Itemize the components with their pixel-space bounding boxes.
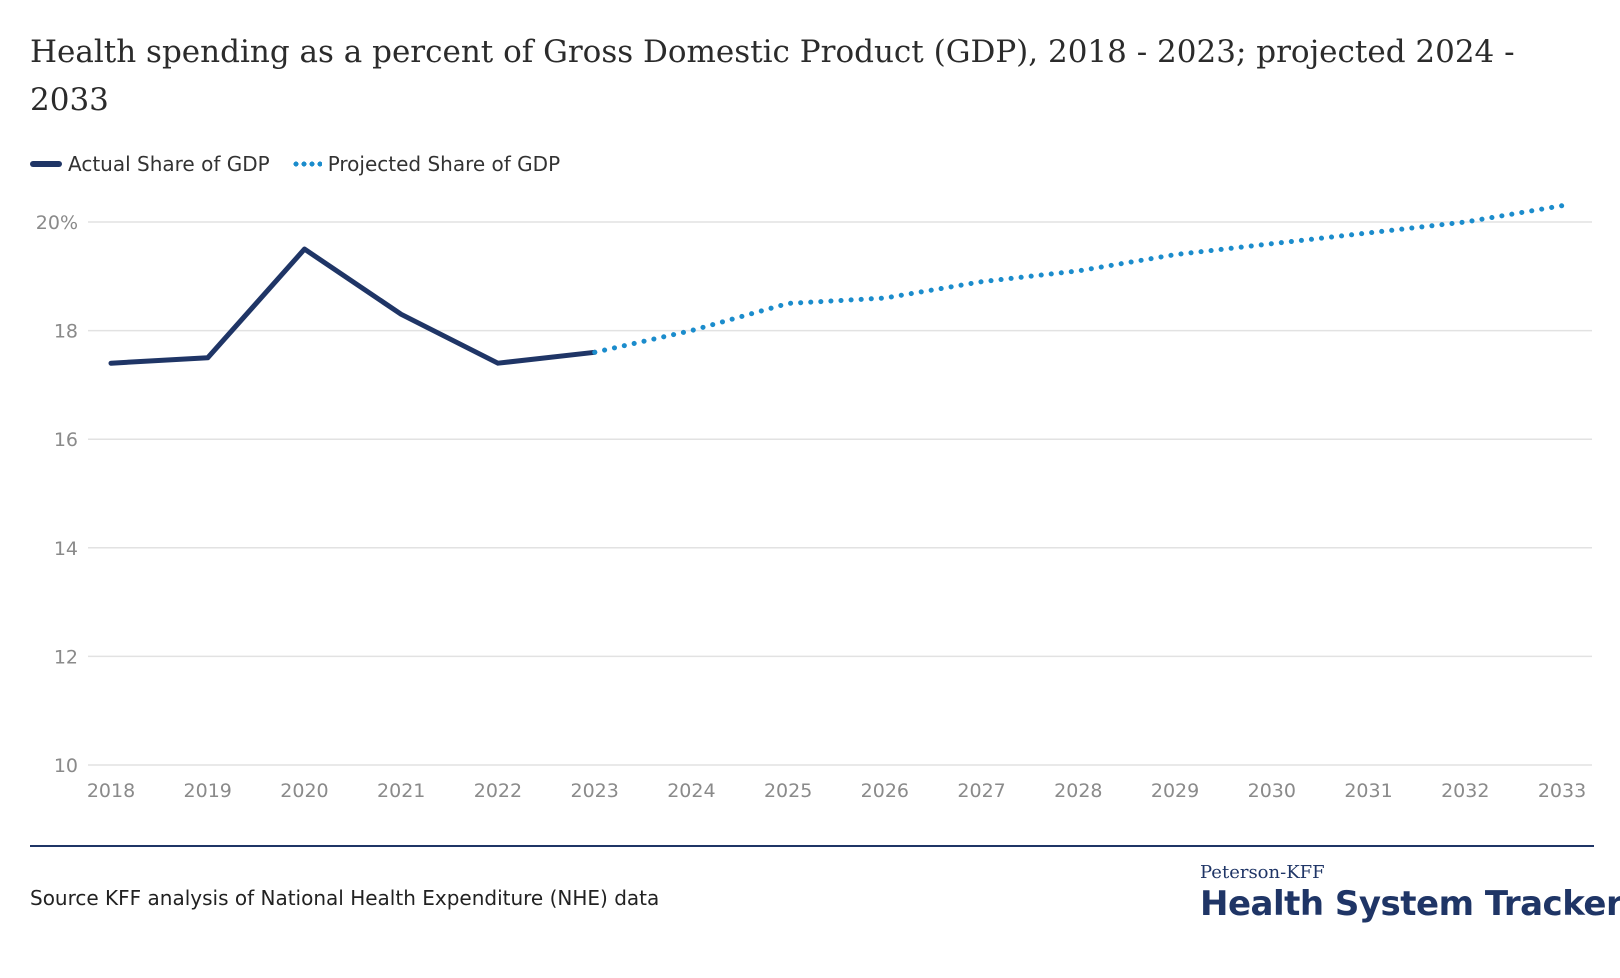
x-tick-label: 2025 bbox=[764, 780, 812, 802]
data-point-projected[interactable] bbox=[879, 292, 891, 304]
legend: Actual Share of GDP Projected Share of G… bbox=[30, 152, 582, 176]
series-line-projected[interactable] bbox=[592, 203, 1565, 355]
x-tick-label: 2019 bbox=[184, 780, 232, 802]
x-tick-label: 2020 bbox=[280, 780, 328, 802]
y-tick-label: 18 bbox=[54, 321, 78, 343]
data-point-projected[interactable] bbox=[1363, 227, 1375, 239]
data-point-projected[interactable] bbox=[1072, 265, 1084, 277]
data-point-projected[interactable] bbox=[1556, 200, 1568, 212]
legend-swatch-projected bbox=[291, 161, 322, 167]
data-point-projected[interactable] bbox=[589, 346, 601, 358]
data-point-projected[interactable] bbox=[685, 325, 697, 337]
y-tick-label: 12 bbox=[54, 646, 78, 668]
x-tick-label: 2018 bbox=[87, 780, 135, 802]
data-point-projected[interactable] bbox=[976, 276, 988, 288]
brand-peterson-kff: Peterson-KFF bbox=[1200, 862, 1325, 883]
brand-health-system-tracker: Health System Tracker bbox=[1200, 884, 1620, 924]
chart-title: Health spending as a percent of Gross Do… bbox=[30, 34, 1515, 118]
grid-lines bbox=[88, 221, 1592, 766]
y-tick-label: 14 bbox=[54, 538, 78, 560]
x-tick-label: 2023 bbox=[570, 780, 618, 802]
x-tick-label: 2031 bbox=[1344, 780, 1392, 802]
x-tick-label: 2028 bbox=[1054, 780, 1102, 802]
x-tick-label: 2022 bbox=[474, 780, 522, 802]
series bbox=[105, 200, 1568, 369]
y-tick-label: 10 bbox=[54, 755, 78, 777]
data-point-projected[interactable] bbox=[1266, 238, 1278, 250]
data-point-actual[interactable] bbox=[492, 357, 504, 369]
x-tick-label: 2029 bbox=[1151, 780, 1199, 802]
legend-swatch-actual bbox=[30, 161, 62, 167]
y-axis-ticks: 10 12 14 16 18 20% bbox=[36, 212, 78, 777]
series-line-actual[interactable] bbox=[108, 246, 598, 366]
legend-item-projected[interactable]: Projected Share of GDP bbox=[291, 152, 561, 176]
x-tick-label: 2024 bbox=[667, 780, 715, 802]
legend-label-projected: Projected Share of GDP bbox=[327, 152, 561, 176]
x-tick-label: 2021 bbox=[377, 780, 425, 802]
x-tick-label: 2030 bbox=[1248, 780, 1296, 802]
data-point-actual[interactable] bbox=[105, 357, 117, 369]
source-note: Source KFF analysis of National Health E… bbox=[30, 886, 660, 910]
y-tick-label: 16 bbox=[54, 429, 78, 451]
data-point-projected[interactable] bbox=[1169, 249, 1181, 261]
data-point-projected[interactable] bbox=[1459, 216, 1471, 228]
x-tick-label: 2026 bbox=[861, 780, 909, 802]
legend-label-actual: Actual Share of GDP bbox=[68, 152, 270, 176]
x-tick-label: 2033 bbox=[1538, 780, 1586, 802]
data-point-actual[interactable] bbox=[298, 243, 310, 255]
legend-item-actual[interactable]: Actual Share of GDP bbox=[30, 152, 270, 176]
data-point-actual[interactable] bbox=[395, 308, 407, 320]
x-tick-label: 2032 bbox=[1441, 780, 1489, 802]
data-point-projected[interactable] bbox=[782, 297, 794, 309]
x-tick-label: 2027 bbox=[957, 780, 1005, 802]
footer-divider bbox=[30, 845, 1594, 847]
data-point-actual[interactable] bbox=[202, 352, 214, 364]
y-tick-label: 20% bbox=[36, 212, 78, 234]
x-axis-ticks: 2018 2019 2020 2021 2022 2023 2024 2025 2026 2027… bbox=[87, 780, 1586, 802]
